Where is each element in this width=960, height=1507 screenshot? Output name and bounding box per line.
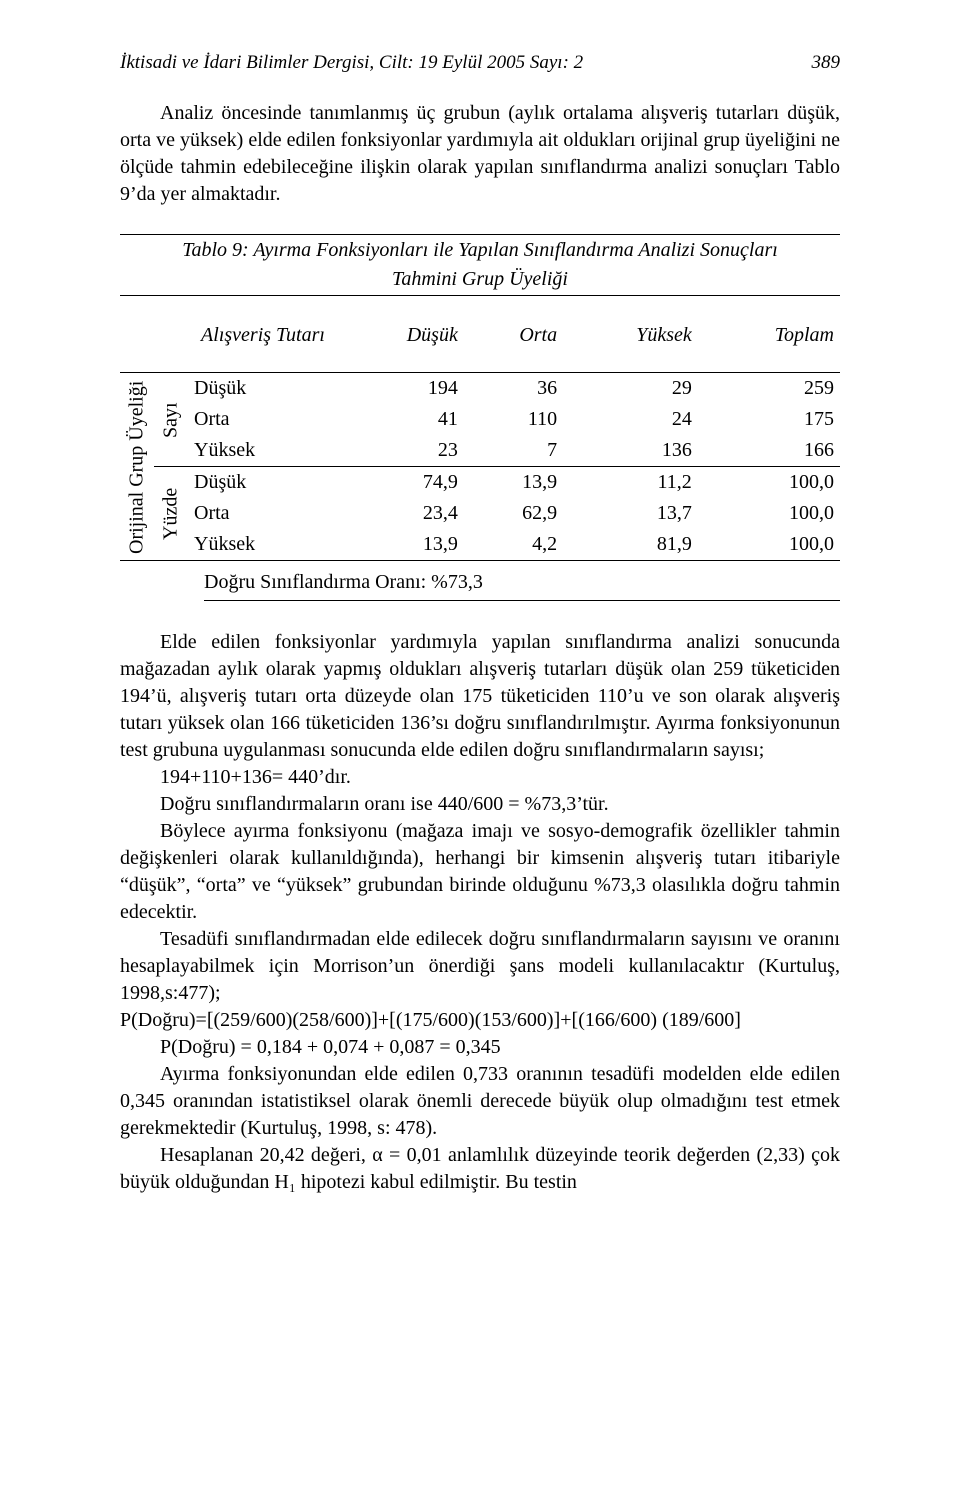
side-yuzde-label: Yüzde — [154, 467, 188, 561]
table-row: Orta — [188, 498, 338, 529]
cell: 136 — [563, 435, 698, 467]
intro-paragraph: Analiz öncesinde tanımlanmış üç grubun (… — [120, 100, 840, 208]
cell: 13,7 — [563, 498, 698, 529]
cell: 13,9 — [338, 529, 464, 561]
body-p3: Doğru sınıflandırmaların oranı ise 440/6… — [120, 791, 840, 818]
body-p7: P(Doğru) = 0,184 + 0,074 + 0,087 = 0,345 — [120, 1034, 840, 1061]
cell: 81,9 — [563, 529, 698, 561]
col-yuksek: Yüksek — [563, 320, 698, 351]
table9-caption-line2: Tahmini Grup Üyeliği — [120, 266, 840, 296]
col-alisveris: Alışveriş Tutarı — [188, 320, 338, 351]
cell: 100,0 — [698, 529, 840, 561]
cell: 62,9 — [464, 498, 563, 529]
cell: 23,4 — [338, 498, 464, 529]
table-row: Düşük — [188, 373, 338, 405]
cell: 11,2 — [563, 467, 698, 499]
body-p6: P(Doğru)=[(259/600)(258/600)]+[(175/600)… — [120, 1007, 840, 1034]
cell: 110 — [464, 404, 563, 435]
cell: 74,9 — [338, 467, 464, 499]
journal-title: İktisadi ve İdari Bilimler Dergisi, Cilt… — [120, 50, 583, 76]
body-p4: Böylece ayırma fonksiyonu (mağaza imajı … — [120, 818, 840, 926]
page-number: 389 — [812, 50, 841, 76]
cell: 7 — [464, 435, 563, 467]
cell: 100,0 — [698, 498, 840, 529]
table9-caption-line1: Tablo 9: Ayırma Fonksiyonları ile Yapıla… — [120, 234, 840, 264]
cell: 23 — [338, 435, 464, 467]
cell: 36 — [464, 373, 563, 405]
cell: 166 — [698, 435, 840, 467]
table-row: Yüksek — [188, 529, 338, 561]
table-row: Düşük — [188, 467, 338, 499]
cell: 100,0 — [698, 467, 840, 499]
body-p9: Hesaplanan 20,42 değeri, α = 0,01 anlaml… — [120, 1142, 840, 1196]
table9-footer: Doğru Sınıflandırma Oranı: %73,3 — [204, 569, 840, 601]
side-sayi-label: Sayı — [154, 373, 188, 467]
body-p5: Tesadüfi sınıflandırmadan elde edilecek … — [120, 926, 840, 1007]
table-row: Orta — [188, 404, 338, 435]
body-p8: Ayırma fonksiyonundan elde edilen 0,733 … — [120, 1061, 840, 1142]
cell: 29 — [563, 373, 698, 405]
cell: 175 — [698, 404, 840, 435]
side-outer-label: Orijinal Grup Üyeliği — [120, 373, 154, 561]
cell: 259 — [698, 373, 840, 405]
table9: Alışveriş Tutarı Düşük Orta Yüksek Topla… — [120, 298, 840, 562]
page-header: İktisadi ve İdari Bilimler Dergisi, Cilt… — [120, 50, 840, 76]
body-p1: Elde edilen fonksiyonlar yardımıyla yapı… — [120, 629, 840, 764]
cell: 13,9 — [464, 467, 563, 499]
col-toplam: Toplam — [698, 320, 840, 351]
col-orta: Orta — [464, 320, 563, 351]
body-p2: 194+110+136= 440’dır. — [120, 764, 840, 791]
col-dusuk: Düşük — [338, 320, 464, 351]
cell: 194 — [338, 373, 464, 405]
cell: 41 — [338, 404, 464, 435]
cell: 24 — [563, 404, 698, 435]
table-row: Yüksek — [188, 435, 338, 467]
cell: 4,2 — [464, 529, 563, 561]
